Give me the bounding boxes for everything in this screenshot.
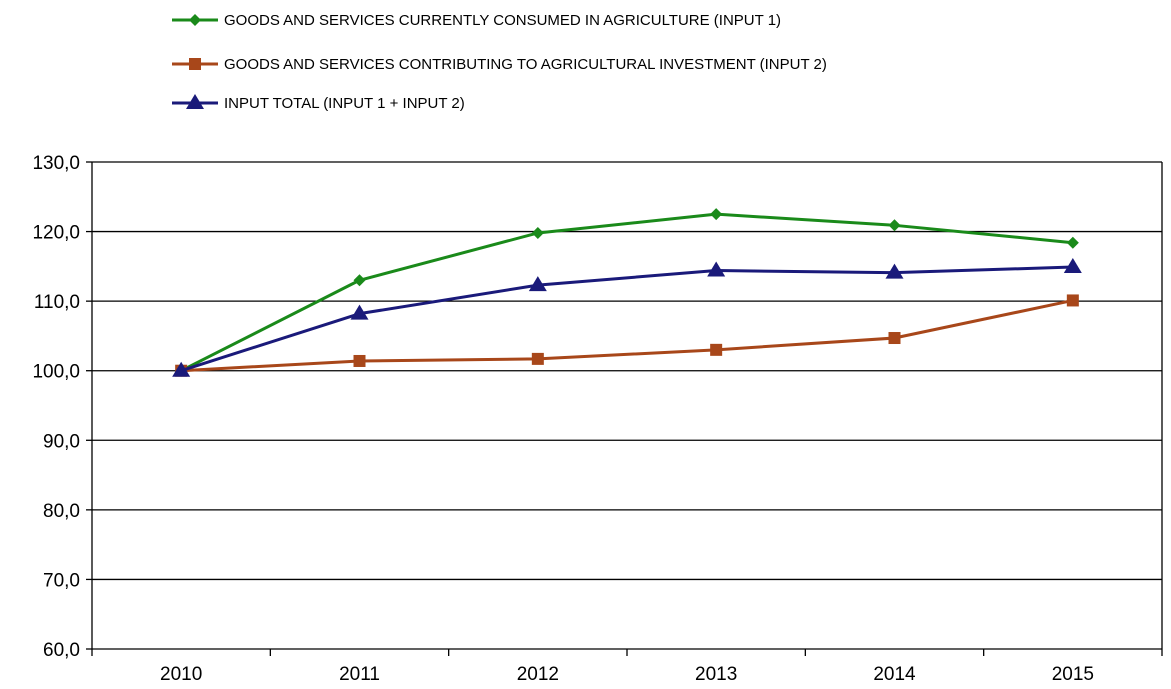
data-point bbox=[888, 332, 901, 345]
series-line bbox=[180, 212, 1073, 373]
data-point bbox=[528, 276, 547, 292]
x-tick-label: 2015 bbox=[1052, 664, 1094, 685]
x-axis-tick-labels: 2010 2011 2012 2013 2014 2015 bbox=[160, 664, 1094, 685]
data-point bbox=[707, 261, 726, 277]
data-point bbox=[1063, 258, 1082, 274]
data-point bbox=[710, 343, 723, 356]
series-line bbox=[181, 298, 1074, 373]
x-tick-label: 2010 bbox=[160, 664, 202, 685]
legend-swatch-marker bbox=[186, 94, 204, 109]
data-point bbox=[885, 263, 904, 279]
legend-swatch-marker bbox=[189, 14, 201, 26]
y-tick-label: 90,0 bbox=[43, 431, 80, 452]
y-axis-tick-labels: 60,0 70,0 80,0 90,0 100,0 110,0 120,0 130,0 bbox=[32, 153, 80, 661]
series-line bbox=[180, 265, 1073, 373]
x-tick-label: 2013 bbox=[695, 664, 737, 685]
legend-item-1: GOODS AND SERVICES CURRENTLY CONSUMED IN… bbox=[172, 12, 781, 29]
data-point bbox=[1066, 294, 1079, 307]
data-point bbox=[531, 226, 544, 239]
y-tick-label: 120,0 bbox=[32, 223, 80, 244]
y-tick-label: 100,0 bbox=[32, 362, 80, 383]
x-tick-label: 2012 bbox=[517, 664, 559, 685]
legend-swatch-marker bbox=[189, 58, 201, 70]
data-point bbox=[888, 219, 901, 232]
legend-label: GOODS AND SERVICES CONTRIBUTING TO AGRIC… bbox=[224, 56, 827, 73]
y-tick-label: 110,0 bbox=[34, 292, 80, 313]
data-point bbox=[172, 361, 191, 377]
chart-legend: GOODS AND SERVICES CURRENTLY CONSUMED IN… bbox=[172, 12, 827, 112]
data-point bbox=[353, 274, 366, 287]
x-tick-label: 2014 bbox=[873, 664, 916, 685]
y-tick-label: 70,0 bbox=[43, 570, 80, 591]
y-tick-label: 130,0 bbox=[32, 153, 80, 174]
series-1 bbox=[175, 208, 1079, 377]
y-tick-label: 60,0 bbox=[43, 640, 80, 661]
x-tick-label: 2011 bbox=[339, 664, 380, 685]
y-tick-label: 80,0 bbox=[43, 501, 80, 522]
data-point bbox=[531, 352, 544, 365]
legend-label: INPUT TOTAL (INPUT 1 + INPUT 2) bbox=[224, 95, 465, 112]
legend-item-2: GOODS AND SERVICES CONTRIBUTING TO AGRIC… bbox=[172, 56, 827, 73]
data-point bbox=[710, 208, 723, 221]
series-2 bbox=[175, 294, 1079, 377]
chart-gridlines bbox=[92, 161, 1163, 649]
chart-axes bbox=[86, 161, 1163, 656]
data-point bbox=[1066, 236, 1079, 249]
data-point bbox=[353, 354, 366, 367]
chart-series bbox=[172, 208, 1082, 377]
legend-label: GOODS AND SERVICES CURRENTLY CONSUMED IN… bbox=[224, 12, 781, 29]
legend-item-3: INPUT TOTAL (INPUT 1 + INPUT 2) bbox=[172, 94, 465, 112]
series-3 bbox=[172, 258, 1082, 377]
data-point bbox=[350, 304, 369, 320]
